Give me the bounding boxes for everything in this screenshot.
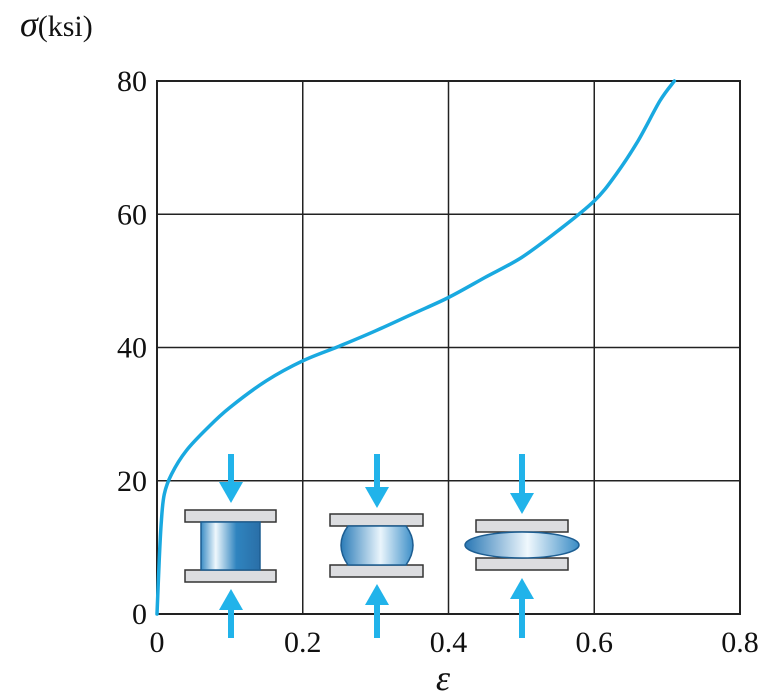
flattened-specimen-icon [464, 454, 580, 638]
x-tick-label: 0.6 [576, 626, 614, 659]
x-tick-label: 0.2 [284, 626, 322, 659]
plot-frame [156, 80, 741, 615]
y-tick-label: 20 [117, 465, 147, 498]
y-tick-label: 80 [117, 65, 147, 98]
x-tick-label: 0 [150, 626, 165, 659]
specimen-illustrations [184, 454, 580, 638]
y-tick-label: 40 [117, 332, 147, 365]
y-tick-label: 0 [132, 598, 147, 631]
y-axis-title: σ(ksi) [20, 4, 93, 44]
y-tick-label: 60 [117, 198, 147, 231]
barrel-specimen-icon [329, 454, 424, 638]
stress-strain-curve [155, 79, 677, 616]
y-axis-symbol: σ [20, 4, 39, 44]
x-tick-label: 0.8 [721, 626, 759, 659]
x-axis-title: ε [436, 658, 451, 698]
x-tick-labels: 0 0.2 0.4 0.6 0.8 [150, 626, 759, 659]
y-axis-unit: (ksi) [38, 10, 93, 43]
grid-lines [157, 81, 740, 614]
cylinder-specimen-icon [184, 454, 277, 638]
x-tick-label: 0.4 [430, 626, 468, 659]
y-tick-labels: 0 20 40 60 80 [117, 65, 147, 631]
